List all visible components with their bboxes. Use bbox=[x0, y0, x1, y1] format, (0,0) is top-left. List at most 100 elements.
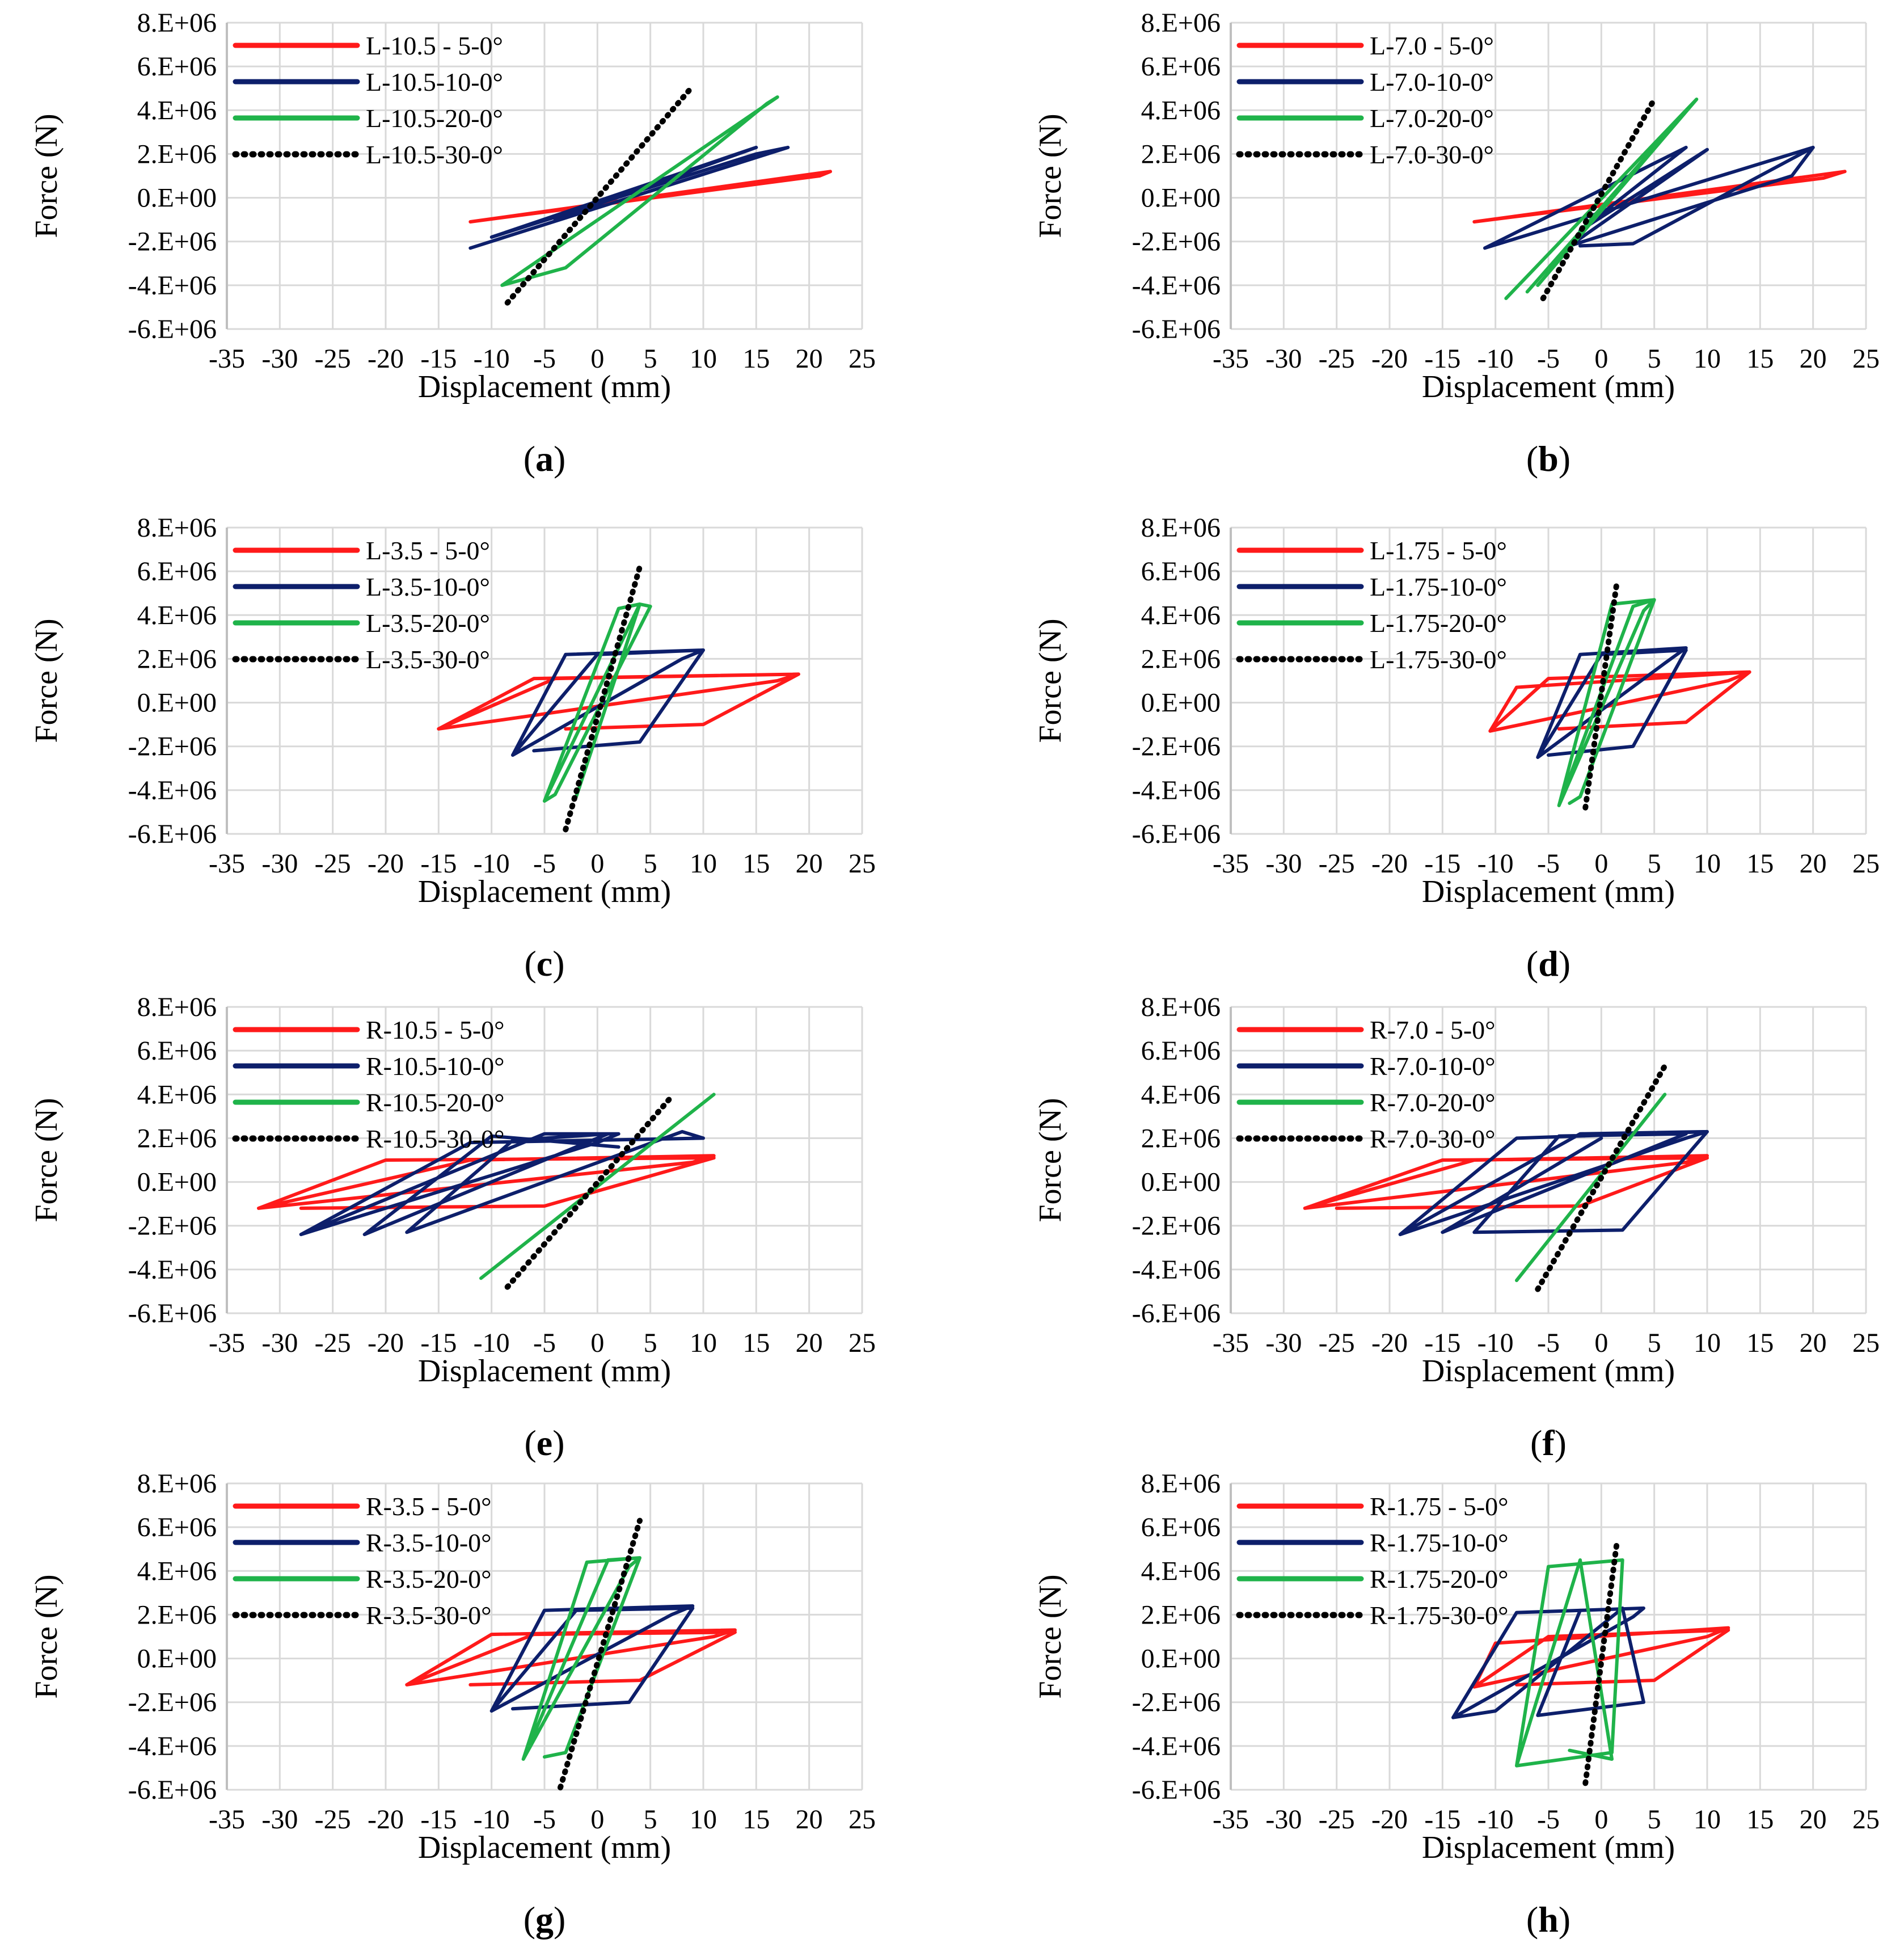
y-tick-label: 6.E+06 bbox=[137, 556, 217, 587]
y-tick-label: 0.E+00 bbox=[137, 183, 217, 213]
y-axis-title: Force (N) bbox=[1033, 1098, 1068, 1222]
x-tick-label: 5 bbox=[1648, 1805, 1661, 1835]
x-tick-label: 15 bbox=[1746, 849, 1774, 879]
x-tick-label: -10 bbox=[1477, 1328, 1514, 1358]
x-tick-label: -30 bbox=[1265, 1805, 1302, 1835]
legend: L-1.75 - 5-0° L-1.75-10-0° L-1.75-20-0° L-1… bbox=[1236, 536, 1507, 674]
y-axis-title: Force (N) bbox=[1033, 618, 1068, 743]
panel-label-part: ( bbox=[524, 439, 535, 479]
chart-panel-g: 8.E+06 6.E+06 4.E+06 2.E+06 0.E+00 -2.E+06 -4.… bbox=[29, 1469, 876, 1940]
x-tick-label: 5 bbox=[644, 849, 657, 879]
legend-entry: R-7.0 - 5-0° bbox=[1370, 1015, 1496, 1044]
x-tick-label: -25 bbox=[315, 849, 351, 879]
y-tick-label: 2.E+06 bbox=[1141, 1123, 1221, 1153]
x-tick-label: -10 bbox=[1477, 344, 1514, 374]
legend-entry: R-1.75 - 5-0° bbox=[1370, 1492, 1509, 1521]
panel-label-part: ) bbox=[554, 1899, 565, 1940]
y-tick-label: 0.E+00 bbox=[1141, 1167, 1221, 1198]
y-tick-label: 8.E+06 bbox=[1141, 513, 1221, 543]
legend-entry: L-1.75-30-0° bbox=[1370, 645, 1507, 674]
y-tick-label: -6.E+06 bbox=[1132, 819, 1221, 849]
x-tick-label: -15 bbox=[1424, 1805, 1460, 1835]
panel-label-part: ) bbox=[552, 943, 564, 984]
x-tick-label: 25 bbox=[1852, 344, 1880, 374]
chart-panel-b: 8.E+06 6.E+06 4.E+06 2.E+06 0.E+00 -2.E+06 -4.… bbox=[1033, 8, 1880, 479]
panel-label-part: ) bbox=[1559, 943, 1571, 984]
panel-label-part: ) bbox=[552, 1423, 564, 1463]
series-line-4 bbox=[1535, 1063, 1668, 1292]
x-tick-label: -5 bbox=[1537, 1805, 1560, 1835]
x-tick-label: -30 bbox=[1265, 344, 1302, 374]
x-axis-title: Displacement (mm) bbox=[1422, 1354, 1675, 1389]
x-tick-label: -20 bbox=[368, 1328, 404, 1358]
y-tick-label: 8.E+06 bbox=[137, 8, 217, 38]
x-tick-label: -25 bbox=[315, 1805, 351, 1835]
x-tick-label: -25 bbox=[1319, 1328, 1355, 1358]
series-line-3 bbox=[1515, 1093, 1667, 1283]
series-line-3 bbox=[500, 95, 779, 287]
x-tick-label: 0 bbox=[590, 1805, 604, 1835]
legend-entry: R-7.0-10-0° bbox=[1370, 1052, 1496, 1081]
y-tick-label: -2.E+06 bbox=[128, 1211, 217, 1241]
y-tick-label: 0.E+00 bbox=[1141, 1644, 1221, 1674]
series-line-4 bbox=[558, 1517, 643, 1791]
y-tick-label: 0.E+00 bbox=[1141, 183, 1221, 213]
x-tick-label: 15 bbox=[1746, 1805, 1774, 1835]
x-tick-label: -35 bbox=[209, 1328, 245, 1358]
x-tick-label: 15 bbox=[742, 849, 770, 879]
x-tick-label: -15 bbox=[1424, 344, 1460, 374]
chart-panel-f: 8.E+06 6.E+06 4.E+06 2.E+06 0.E+00 -2.E+06 -4.… bbox=[1033, 992, 1880, 1463]
y-tick-label: 2.E+06 bbox=[1141, 139, 1221, 169]
y-tick-label: -2.E+06 bbox=[128, 1688, 217, 1718]
series-line-2 bbox=[511, 648, 705, 757]
series-line-1 bbox=[437, 672, 800, 731]
y-tick-label: 8.E+06 bbox=[137, 513, 217, 543]
y-tick-label: 0.E+00 bbox=[137, 1167, 217, 1198]
panel-label-part: ( bbox=[524, 1899, 535, 1940]
legend-entry: L-7.0-20-0° bbox=[1370, 104, 1494, 133]
legend-entry: L-3.5 - 5-0° bbox=[366, 536, 490, 565]
y-tick-label: -6.E+06 bbox=[128, 314, 217, 344]
panel-label-part: a bbox=[535, 439, 554, 479]
x-tick-label: -5 bbox=[533, 849, 556, 879]
x-tick-label: -5 bbox=[533, 1328, 556, 1358]
legend-entry: L-3.5-30-0° bbox=[366, 645, 490, 674]
gridlines bbox=[1230, 1006, 1867, 1314]
y-tick-label: 6.E+06 bbox=[1141, 52, 1221, 82]
y-tick-label: 4.E+06 bbox=[137, 1556, 217, 1586]
x-tick-label: -5 bbox=[1537, 344, 1560, 374]
x-tick-label: 10 bbox=[1694, 344, 1721, 374]
x-tick-label: 20 bbox=[796, 344, 823, 374]
x-axis-title: Displacement (mm) bbox=[418, 1830, 671, 1865]
x-tick-label: 20 bbox=[1800, 1805, 1827, 1835]
y-tick-label: -4.E+06 bbox=[1132, 1255, 1221, 1285]
panel-label: (a) bbox=[524, 439, 566, 479]
legend-entry: L-1.75 - 5-0° bbox=[1370, 536, 1507, 565]
x-tick-label: -15 bbox=[420, 1328, 457, 1358]
y-tick-label: 0.E+00 bbox=[137, 688, 217, 718]
x-tick-label: 20 bbox=[1800, 1328, 1827, 1358]
panel-label-part: ) bbox=[554, 439, 565, 479]
legend-entry: L-1.75-10-0° bbox=[1370, 572, 1507, 601]
x-tick-label: -10 bbox=[474, 1328, 510, 1358]
y-tick-label: -4.E+06 bbox=[128, 1731, 217, 1761]
y-tick-label: -6.E+06 bbox=[1132, 1298, 1221, 1329]
legend: R-10.5 - 5-0° R-10.5-10-0° R-10.5-20-0° R-1… bbox=[232, 1015, 505, 1153]
legend-entry: L-7.0-30-0° bbox=[1370, 140, 1494, 169]
x-tick-label: 25 bbox=[848, 849, 876, 879]
chart-panel-h: 8.E+06 6.E+06 4.E+06 2.E+06 0.E+00 -2.E+06 -4.… bbox=[1033, 1469, 1880, 1940]
x-tick-label: 0 bbox=[1594, 849, 1608, 879]
panel-label-part: g bbox=[535, 1899, 554, 1940]
panel-label: (c) bbox=[524, 943, 564, 984]
series-line-1 bbox=[1303, 1154, 1709, 1210]
x-tick-label: 10 bbox=[690, 1805, 717, 1835]
y-tick-label: -4.E+06 bbox=[1132, 271, 1221, 301]
legend: L-10.5 - 5-0° L-10.5-10-0° L-10.5-20-0° L-1… bbox=[232, 31, 503, 169]
y-axis-title: Force (N) bbox=[1033, 113, 1068, 238]
x-tick-label: 10 bbox=[690, 1328, 717, 1358]
series-line-2 bbox=[468, 145, 790, 250]
x-tick-label: -30 bbox=[1265, 1328, 1302, 1358]
x-tick-label: -10 bbox=[1477, 1805, 1514, 1835]
y-tick-label: 2.E+06 bbox=[1141, 1600, 1221, 1630]
y-tick-label: -6.E+06 bbox=[1132, 314, 1221, 344]
